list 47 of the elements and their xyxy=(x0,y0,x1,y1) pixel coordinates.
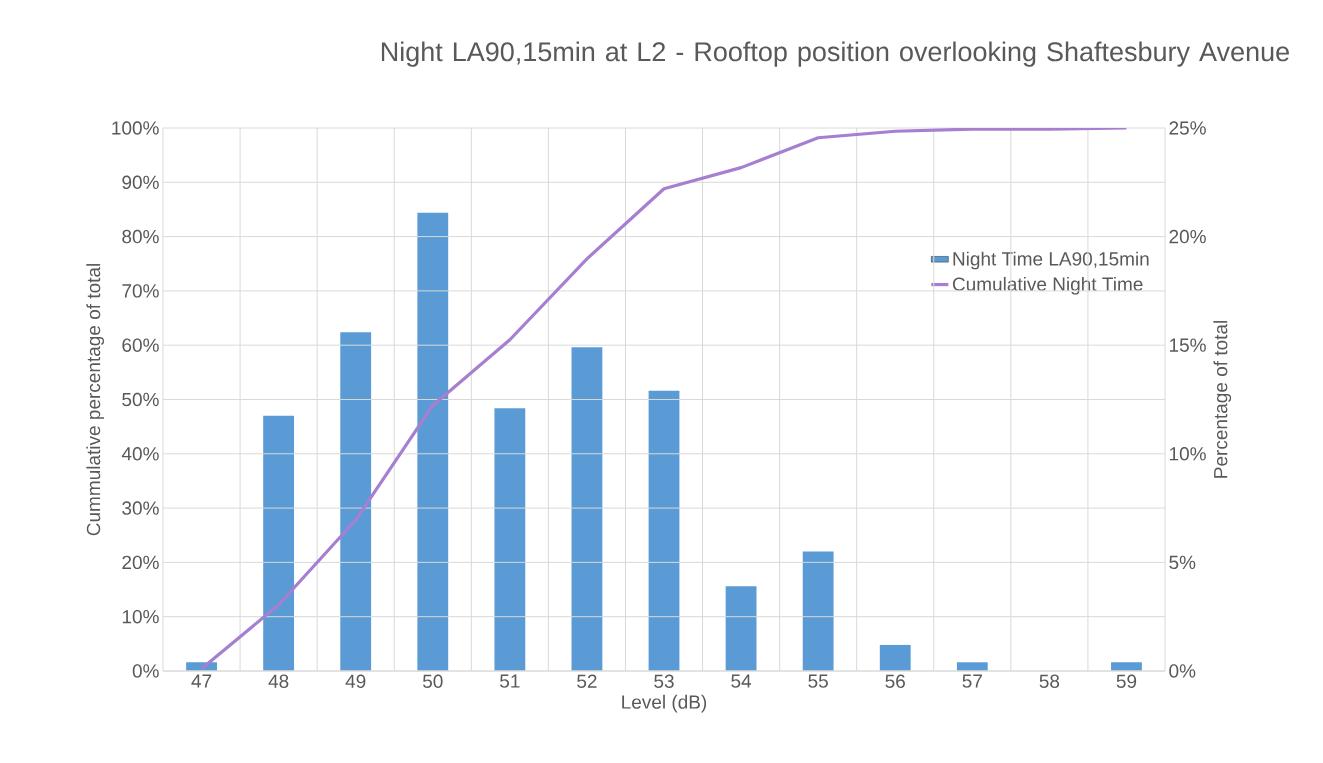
bar xyxy=(879,644,911,671)
x-tick-label: 54 xyxy=(731,674,752,688)
x-tick-label: 58 xyxy=(1039,674,1060,688)
bar xyxy=(648,390,680,671)
y-tick-label: 10% xyxy=(122,609,159,624)
y2-tick-label: 25% xyxy=(1169,121,1206,135)
bar xyxy=(725,586,757,671)
y2-tick-label: 5% xyxy=(1169,555,1196,570)
y2-tick-label: 15% xyxy=(1169,338,1206,352)
x-tick-label: 59 xyxy=(1116,674,1137,688)
bar xyxy=(1111,662,1142,671)
bar xyxy=(802,551,834,671)
x-tick-label: 51 xyxy=(500,674,520,688)
x-tick-label: 55 xyxy=(808,674,828,688)
bar xyxy=(571,347,603,671)
x-tick-label: 57 xyxy=(962,674,982,688)
y-axis-title: Cummulative percentage of total xyxy=(86,264,105,536)
y-tick-label: 100% xyxy=(112,121,159,135)
x-tick-label: 49 xyxy=(345,674,366,688)
y-tick-label: 20% xyxy=(122,555,159,570)
y-tick-label: 50% xyxy=(122,392,159,407)
x-tick-label: 47 xyxy=(191,674,212,688)
y2-axis-title: Percentage of total xyxy=(1213,321,1232,478)
y2-tick-label: 0% xyxy=(1169,664,1196,678)
y-tick-label: 0% xyxy=(132,664,159,678)
bar xyxy=(956,662,988,671)
bar xyxy=(494,408,526,671)
y-tick-label: 80% xyxy=(122,229,159,244)
x-tick-label: 50 xyxy=(422,674,443,688)
y-tick-label: 30% xyxy=(122,501,159,515)
bar xyxy=(340,332,372,671)
y-tick-label: 40% xyxy=(121,447,159,461)
y-tick-label: 60% xyxy=(122,338,159,352)
x-tick-label: 56 xyxy=(885,674,905,688)
y-tick-label: 70% xyxy=(122,284,159,298)
bar xyxy=(417,212,449,671)
legend-label: Night Time LA90,15min xyxy=(953,251,1149,270)
bar xyxy=(263,415,295,671)
y-tick-label: 90% xyxy=(122,175,159,190)
chart-title: Night LA90,15min at L2 - Rooftop position overlooking Shaftesbury Avenue xyxy=(381,41,1289,67)
x-tick-label: 53 xyxy=(654,674,674,688)
x-tick-label: 48 xyxy=(268,674,289,688)
y2-tick-label: 10% xyxy=(1169,447,1206,461)
y2-tick-label: 20% xyxy=(1169,229,1206,244)
x-tick-label: 52 xyxy=(577,674,597,688)
legend-label: Cumulative Night Time xyxy=(952,276,1143,295)
x-axis-title: Level (dB) xyxy=(622,694,707,713)
